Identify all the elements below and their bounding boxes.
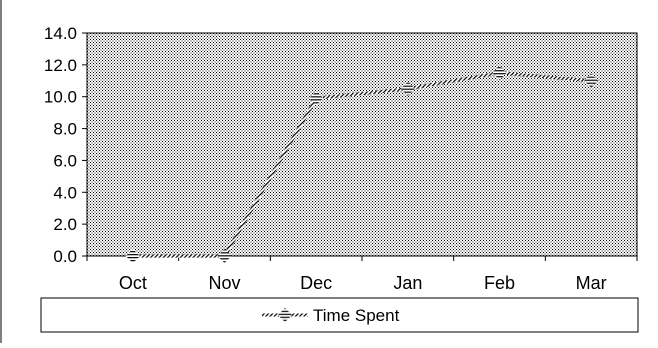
y-tick-label: 2.0 — [53, 215, 77, 234]
y-tick-label: 12.0 — [44, 56, 77, 75]
y-tick-label: 0.0 — [53, 247, 77, 266]
data-point-marker — [400, 81, 415, 96]
y-tick-label: 6.0 — [53, 151, 77, 170]
y-tick-label: 8.0 — [53, 120, 77, 139]
data-point-marker — [584, 73, 599, 88]
data-point-marker — [492, 65, 507, 80]
data-point-marker — [125, 248, 140, 264]
data-point-marker — [217, 248, 232, 264]
x-tick-label: Oct — [119, 273, 147, 293]
x-tick-label: Dec — [300, 273, 332, 293]
x-tick-label: Nov — [208, 273, 240, 293]
y-tick-label: 14.0 — [44, 24, 77, 43]
legend-label: Time Spent — [313, 306, 400, 325]
x-tick-label: Jan — [393, 273, 422, 293]
y-tick-label: 4.0 — [53, 183, 77, 202]
y-tick-label: 10.0 — [44, 88, 77, 107]
plot-area — [86, 32, 638, 257]
x-tick-label: Mar — [576, 273, 607, 293]
series-line — [132, 71, 592, 258]
data-point-marker — [309, 91, 324, 106]
legend-marker-sample — [277, 307, 293, 323]
x-tick-label: Feb — [484, 273, 515, 293]
legend-box — [40, 297, 639, 333]
